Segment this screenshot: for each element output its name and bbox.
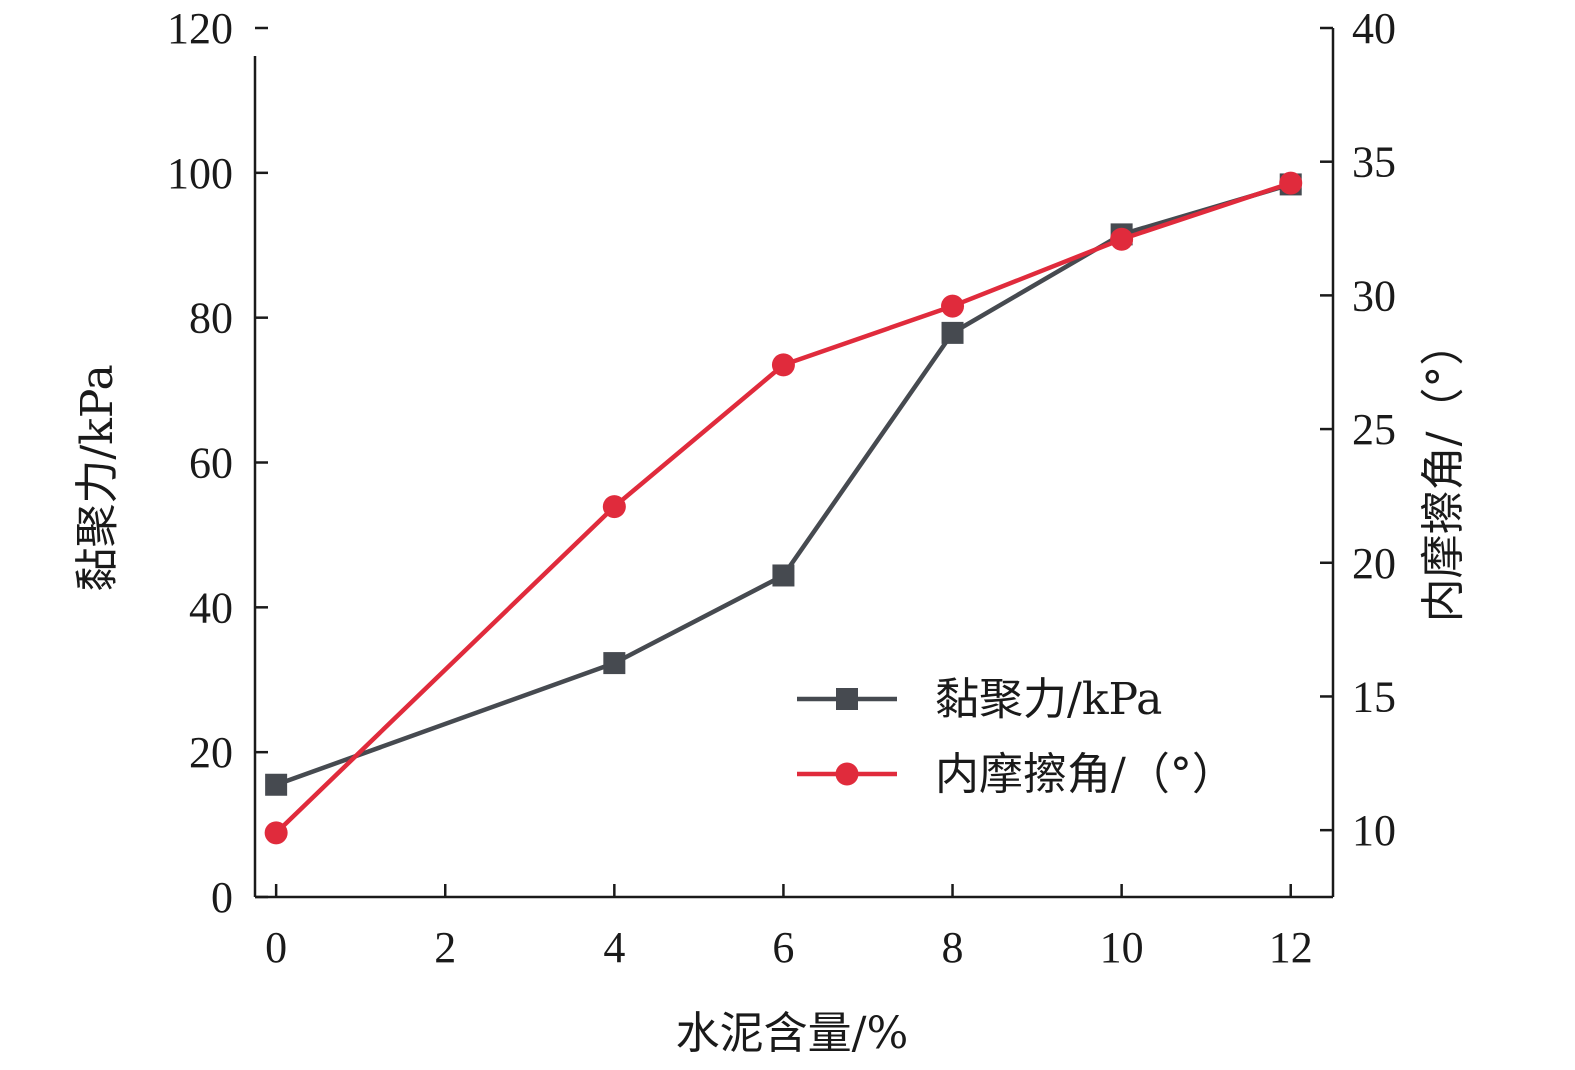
legend-marker-circle bbox=[835, 762, 859, 786]
data-point-circle bbox=[1279, 171, 1303, 195]
series-line-2 bbox=[274, 180, 1292, 835]
y-right-tick-label: 35 bbox=[1352, 138, 1396, 187]
data-point-square bbox=[265, 773, 288, 796]
x-tick-label: 10 bbox=[1100, 923, 1144, 972]
legend-label-1: 黏聚力/kPa bbox=[935, 674, 1162, 725]
y-right-tick-label: 30 bbox=[1352, 271, 1396, 320]
legend-marker-square bbox=[836, 688, 858, 710]
x-tick-label: 6 bbox=[772, 923, 794, 972]
x-tick-label: 0 bbox=[265, 923, 287, 972]
series-line-1 bbox=[275, 182, 1292, 787]
data-point-circle bbox=[941, 294, 965, 318]
y-left-tick-label: 40 bbox=[189, 583, 233, 632]
data-point-square bbox=[603, 652, 626, 675]
series-group bbox=[264, 171, 1303, 845]
y-right-tick-label: 40 bbox=[1352, 4, 1396, 53]
y-left-tick-label: 100 bbox=[167, 149, 233, 198]
y-left-tick-label: 120 bbox=[167, 4, 233, 53]
data-point-square bbox=[772, 564, 795, 587]
y-right-tick-label: 20 bbox=[1352, 539, 1396, 588]
data-point-circle bbox=[602, 495, 626, 519]
y-right-tick-label: 10 bbox=[1352, 806, 1396, 855]
data-point-square bbox=[941, 321, 964, 344]
data-point-circle bbox=[264, 821, 288, 845]
x-tick-label: 8 bbox=[942, 923, 964, 972]
x-axis-title: 水泥含量/% bbox=[676, 1008, 909, 1059]
x-tick-label: 4 bbox=[603, 923, 625, 972]
y-left-tick-label: 60 bbox=[189, 439, 233, 488]
y-left-tick-label: 20 bbox=[189, 728, 233, 777]
x-tick-label: 12 bbox=[1269, 923, 1313, 972]
data-point-circle bbox=[1110, 227, 1134, 251]
y-right-tick-label: 25 bbox=[1352, 405, 1396, 454]
legend: 黏聚力/kPa 内摩擦角/（°） bbox=[797, 674, 1236, 800]
y-left-tick-label: 0 bbox=[211, 873, 233, 922]
data-point-circle bbox=[771, 353, 795, 377]
legend-label-2: 内摩擦角/（°） bbox=[935, 749, 1236, 800]
x-tick-label: 2 bbox=[434, 923, 456, 972]
y-right-tick-label: 15 bbox=[1352, 672, 1396, 721]
y-axis-left-title: 黏聚力/kPa bbox=[72, 364, 123, 591]
y-axis-right-title: 内摩擦角/（°） bbox=[1418, 322, 1469, 623]
y-left-tick-label: 80 bbox=[189, 294, 233, 343]
